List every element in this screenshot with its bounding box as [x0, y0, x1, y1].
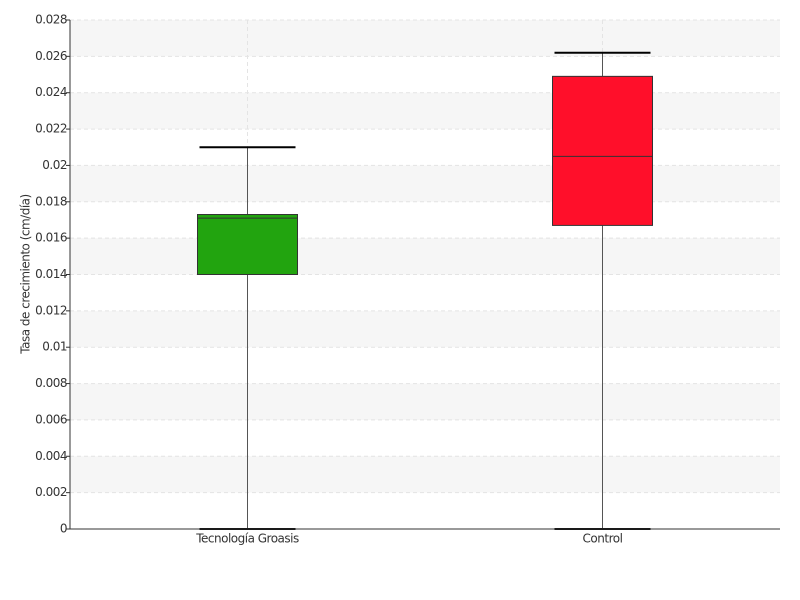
- grid-band: [70, 383, 780, 420]
- y-tick-label: 0.01: [42, 340, 67, 354]
- y-tick-label: 0.006: [35, 412, 67, 426]
- y-tick-label: 0.016: [35, 231, 67, 245]
- grid-band: [70, 456, 780, 493]
- grid-band: [70, 310, 780, 348]
- y-tick-label: 0.02: [42, 158, 67, 172]
- grid-band: [70, 92, 780, 130]
- y-axis-label: Tasa de crecimiento (cm/día): [19, 194, 33, 354]
- grid-band: [70, 20, 780, 57]
- y-tick-label: 0.004: [35, 449, 67, 463]
- box: [197, 214, 298, 275]
- y-tick-label: 0.012: [35, 303, 67, 317]
- y-tick-label: 0.028: [35, 13, 67, 27]
- y-tick-label: 0.002: [35, 485, 67, 499]
- y-tick-label: 0.024: [35, 85, 67, 99]
- grid-band: [70, 238, 780, 275]
- y-tick-label: 0.022: [35, 122, 67, 136]
- x-tick-label: Control: [583, 532, 623, 546]
- y-tick-label: 0.018: [35, 194, 67, 208]
- y-tick-label: 0.026: [35, 49, 67, 63]
- x-tick-label: Tecnología Groasis: [195, 532, 299, 546]
- y-tick-label: 0.008: [35, 376, 67, 390]
- y-tick-label: 0: [60, 522, 67, 536]
- grid-band: [70, 165, 780, 202]
- box: [552, 75, 653, 226]
- y-tick-label: 0.014: [35, 267, 67, 281]
